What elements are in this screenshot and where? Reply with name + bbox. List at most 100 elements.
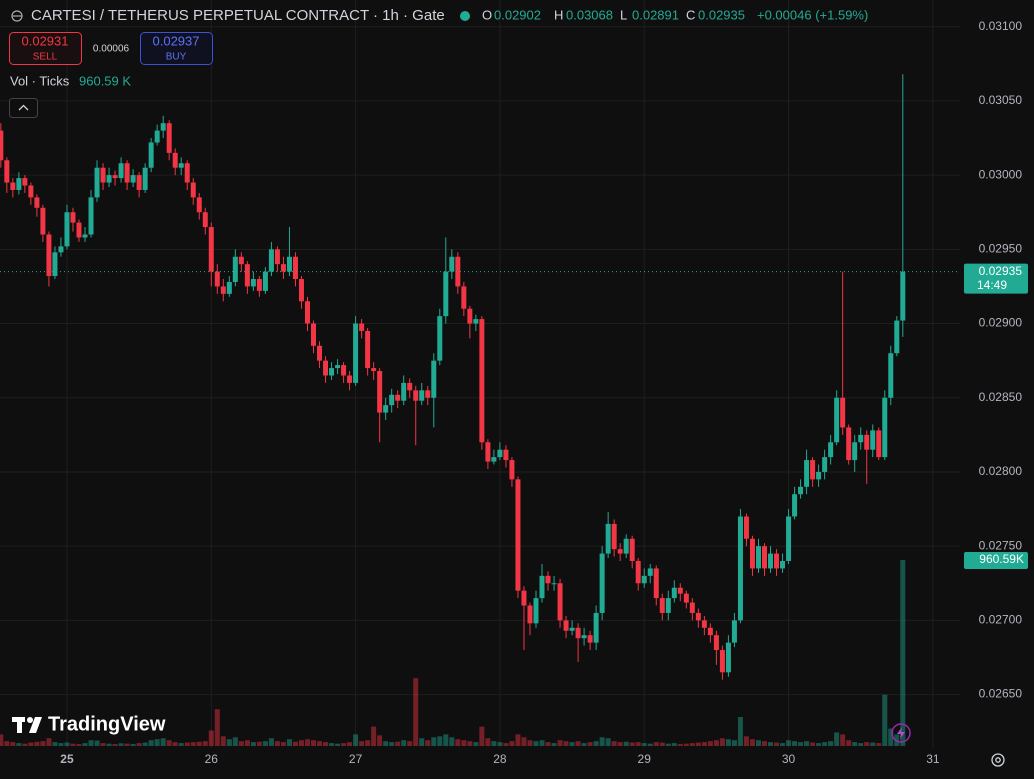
candle-body bbox=[491, 457, 497, 462]
candle-body bbox=[154, 130, 160, 143]
candle-body bbox=[810, 460, 816, 480]
volume-bar bbox=[395, 741, 401, 746]
volume-bar bbox=[178, 743, 184, 746]
ohlc-value: 0.02891 bbox=[632, 7, 679, 22]
volume-bar bbox=[58, 743, 64, 746]
volume-bar bbox=[238, 741, 244, 746]
volume-bar bbox=[329, 743, 335, 746]
sell-button[interactable] bbox=[9, 32, 82, 65]
candle-body bbox=[76, 222, 82, 238]
candle-body bbox=[876, 430, 882, 458]
x-tick-label: 31 bbox=[926, 752, 940, 766]
candle-body bbox=[864, 434, 870, 450]
volume-bar bbox=[635, 742, 641, 746]
volume-bar bbox=[359, 741, 365, 746]
volume-bar bbox=[76, 744, 82, 746]
candle-body bbox=[10, 182, 16, 190]
volume-bar bbox=[828, 741, 834, 746]
candle-body bbox=[22, 178, 28, 186]
candle-body bbox=[184, 163, 190, 183]
volume-bar bbox=[353, 734, 359, 746]
volume-bar bbox=[371, 726, 377, 746]
candle-body bbox=[341, 365, 347, 376]
volume-bar bbox=[671, 743, 677, 746]
indicator-name[interactable]: Vol · Ticks bbox=[10, 73, 70, 88]
candle-body bbox=[0, 130, 4, 161]
candle-body bbox=[786, 516, 792, 561]
candle-body bbox=[437, 316, 443, 361]
buy-label: BUY bbox=[166, 52, 187, 63]
candle-body bbox=[190, 182, 196, 198]
candle-body bbox=[509, 460, 515, 480]
volume-bar bbox=[106, 743, 112, 746]
candle-body bbox=[232, 256, 238, 282]
candle-body bbox=[124, 163, 130, 183]
symbol-title[interactable]: CARTESI / TETHERUS PERPETUAL CONTRACT · … bbox=[31, 7, 445, 24]
candle-body bbox=[563, 620, 569, 631]
overlay-layer: 0.02650 0.02700 0.02750 0.02800 0.02850 0.029… bbox=[0, 19, 1028, 766]
volume-bar bbox=[515, 734, 521, 746]
candle-body bbox=[665, 598, 671, 613]
volume-bar bbox=[166, 740, 172, 746]
volume-bar bbox=[876, 743, 882, 746]
volume-bar bbox=[870, 742, 876, 746]
volume-bar bbox=[611, 741, 617, 746]
settings-button[interactable] bbox=[991, 753, 1005, 767]
volume-bar bbox=[780, 743, 786, 746]
volume-bar bbox=[220, 736, 226, 746]
symbol-icon bbox=[11, 10, 23, 22]
y-tick-label: 0.03050 bbox=[979, 93, 1023, 107]
volume-bar bbox=[317, 741, 323, 746]
candle-body bbox=[882, 397, 888, 458]
candle-body bbox=[431, 360, 437, 398]
volume-bar bbox=[64, 742, 70, 746]
logo-text: TradingView bbox=[48, 713, 166, 735]
y-tick-label: 0.02700 bbox=[979, 613, 1023, 627]
ohlc-legend: O 0.02902 H 0.03068 L 0.02891 C 0.02935 +0.00046… bbox=[482, 7, 868, 22]
candle-body bbox=[455, 256, 461, 287]
candle-body bbox=[425, 390, 431, 398]
candle-body bbox=[178, 163, 184, 168]
volume-bar bbox=[148, 740, 154, 746]
candle-body bbox=[467, 308, 473, 324]
volume-bar bbox=[449, 737, 455, 746]
x-tick-label: 27 bbox=[349, 752, 363, 766]
collapse-button[interactable] bbox=[9, 98, 38, 118]
candle-body bbox=[389, 394, 395, 406]
volume-bar bbox=[335, 743, 341, 746]
candle-body bbox=[401, 382, 407, 401]
volume-bar bbox=[497, 742, 503, 746]
volume-bar bbox=[683, 743, 689, 746]
candle-body bbox=[64, 212, 70, 247]
volume-bar bbox=[641, 743, 647, 746]
y-tick-label: 0.02950 bbox=[979, 242, 1023, 256]
candle-body bbox=[707, 627, 713, 636]
candle-body bbox=[298, 279, 304, 302]
volume-bar bbox=[208, 730, 214, 746]
volume-bar bbox=[154, 739, 160, 746]
candle-body bbox=[286, 256, 292, 272]
candle-body bbox=[683, 593, 689, 603]
buy-button[interactable] bbox=[140, 32, 213, 65]
candle-body bbox=[274, 249, 280, 265]
volume-bar bbox=[888, 728, 894, 746]
candle-body bbox=[172, 152, 178, 168]
volume-bar bbox=[88, 740, 94, 746]
volume-bar bbox=[545, 742, 551, 746]
candle-body bbox=[743, 516, 749, 539]
candle-body bbox=[581, 635, 587, 639]
volume-bar bbox=[347, 742, 353, 746]
candle-body bbox=[280, 264, 286, 272]
lightning-button[interactable] bbox=[891, 723, 911, 743]
candle-body bbox=[629, 538, 635, 561]
candle-body bbox=[539, 575, 545, 599]
candle-body bbox=[407, 382, 413, 391]
candle-body bbox=[870, 430, 876, 450]
candle-body bbox=[220, 286, 226, 294]
buy-price: 0.02937 bbox=[153, 33, 200, 48]
volume-bar bbox=[184, 742, 190, 746]
candle-body bbox=[774, 553, 780, 569]
volume-bar bbox=[485, 738, 491, 746]
volume-bar bbox=[286, 739, 292, 746]
candle-body bbox=[136, 175, 142, 190]
